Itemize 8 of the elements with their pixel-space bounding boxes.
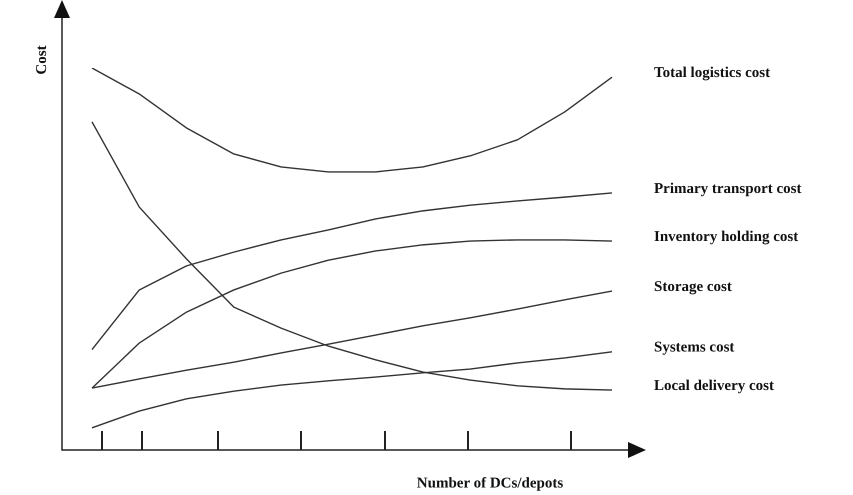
text: Inventory holding cost xyxy=(654,228,798,245)
y-axis-title: Cost xyxy=(34,45,50,75)
text: Total logistics cost xyxy=(654,65,770,82)
text: Primary transport cost xyxy=(654,180,802,197)
x-axis-title: Number of DCs/depots xyxy=(416,475,564,492)
text: Storage cost xyxy=(654,278,732,295)
text: Local delivery cost xyxy=(654,378,774,394)
text: Systems cost xyxy=(654,340,734,356)
